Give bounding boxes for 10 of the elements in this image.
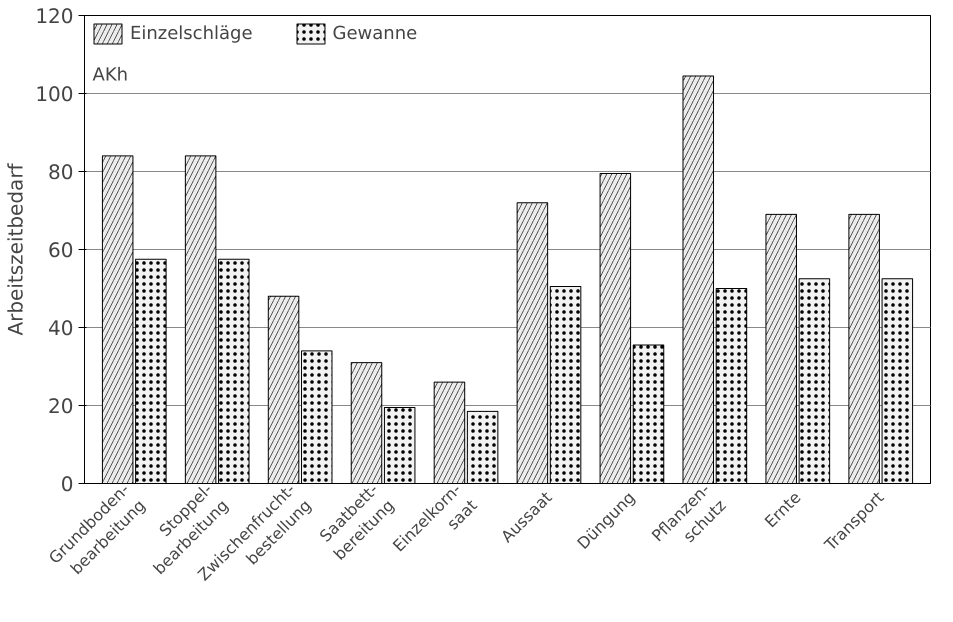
y-tick-label: 60 (48, 238, 74, 262)
y-tick-label: 80 (48, 160, 74, 184)
y-tick-label: 100 (35, 82, 74, 106)
legend-label: Gewanne (332, 23, 418, 44)
y-tick-label: 20 (48, 394, 74, 418)
y-tick-label: 120 (35, 4, 74, 28)
y-axis-title: Arbeitszeitbedarf (3, 162, 28, 336)
legend-label: Einzelschläge (130, 23, 253, 44)
y-tick-label: 40 (48, 316, 74, 340)
annotation: AKh (92, 64, 128, 86)
